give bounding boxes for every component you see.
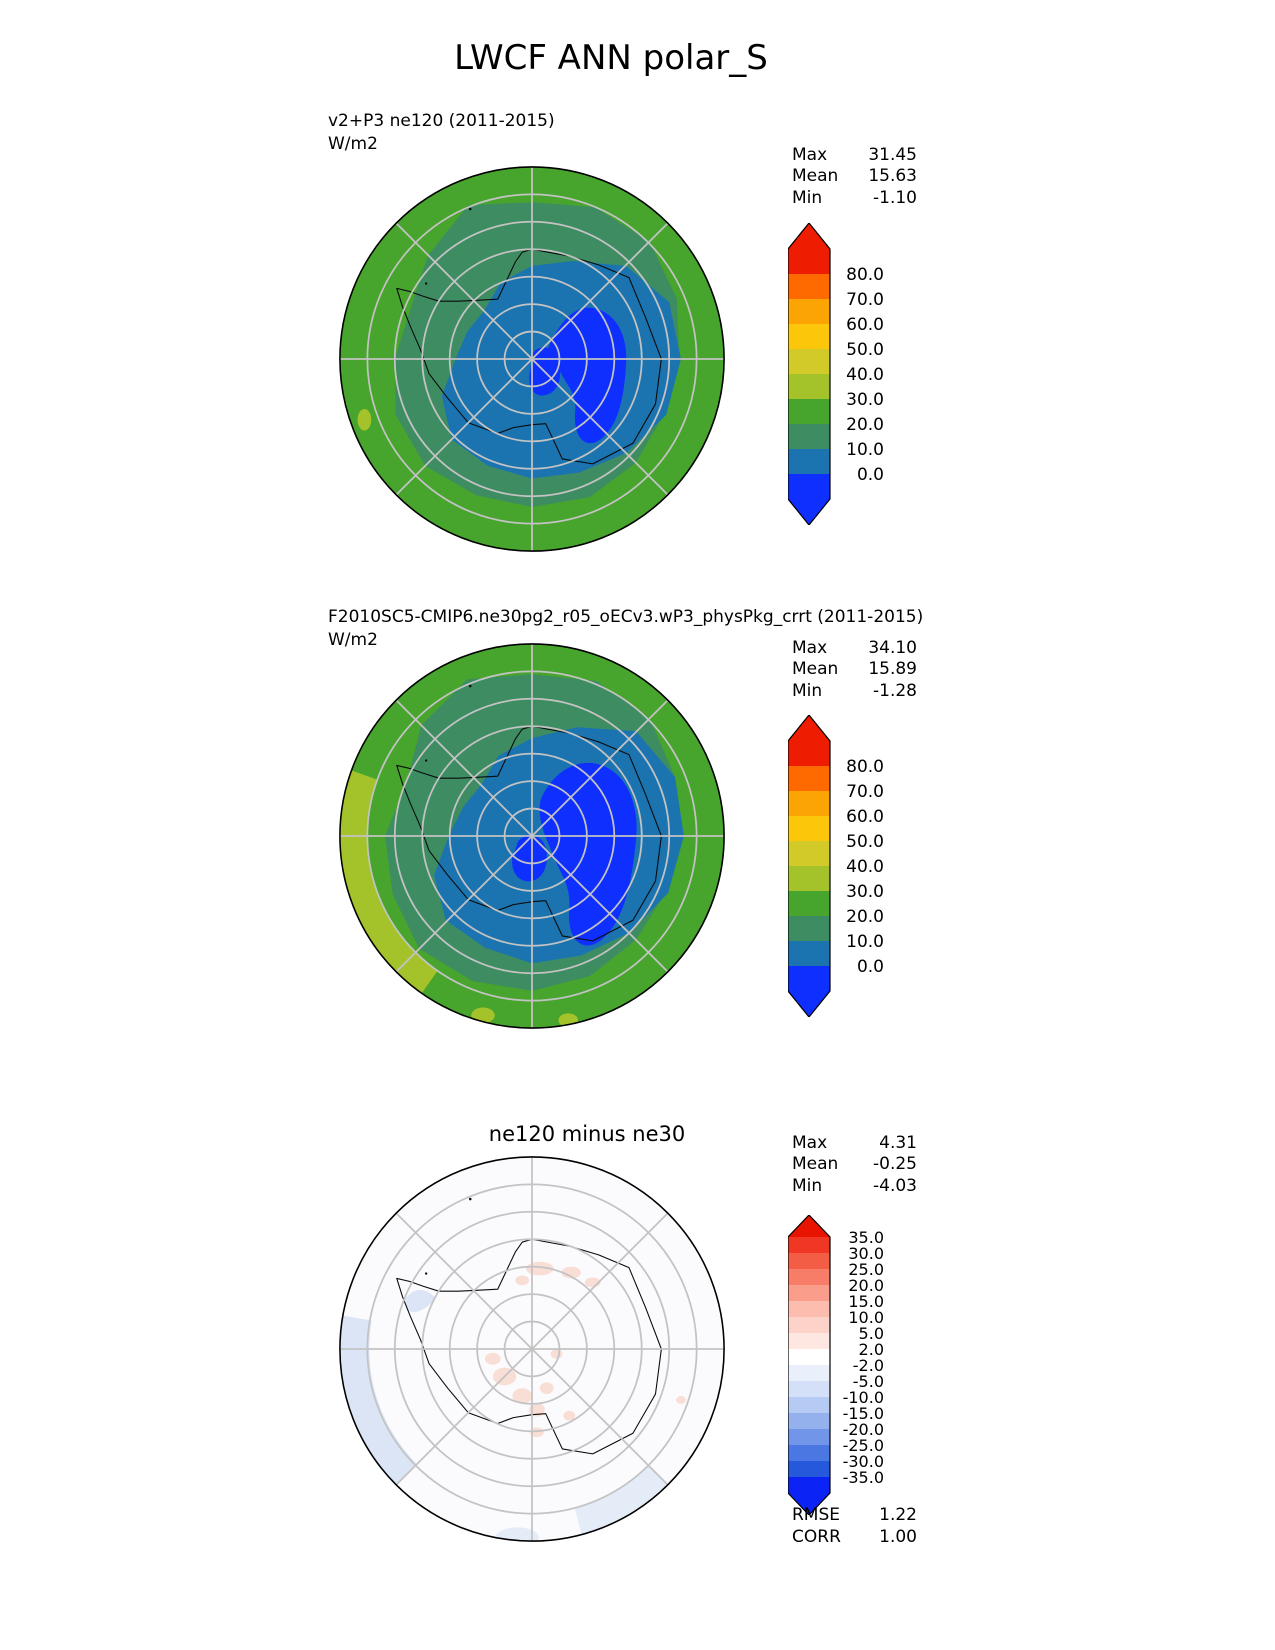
stat-row: Mean 15.63 [792, 166, 917, 187]
colorbar-tick-label: 10.0 [846, 440, 884, 460]
stat-value: -4.03 [873, 1175, 917, 1196]
stat-label: Mean [792, 166, 839, 187]
colorbar-tick-label: 25.0 [848, 1260, 884, 1279]
colorbar-tick-label: 60.0 [846, 807, 884, 827]
colorbar-tick-label: -20.0 [843, 1420, 884, 1439]
colorbar-tick-label: 20.0 [846, 415, 884, 435]
colorbar-tick-label: 70.0 [846, 290, 884, 310]
colorbar-tick-label: 30.0 [846, 882, 884, 902]
metric-value: 1.22 [879, 1505, 917, 1525]
stat-row: Min -4.03 [792, 1176, 917, 1197]
colorbar-tick-label: 2.0 [859, 1340, 884, 1359]
metric-row: RMSE 1.22 [792, 1504, 917, 1526]
panel3-title: ne120 minus ne30 [488, 1122, 686, 1146]
map-panel2 [339, 643, 725, 1029]
stat-label: Mean [792, 1154, 839, 1175]
stat-row: Min -1.28 [792, 681, 917, 702]
metric-label: CORR [792, 1527, 841, 1547]
stat-row: Mean -0.25 [792, 1154, 917, 1175]
stat-label: Min [792, 187, 823, 208]
colorbar-tick-label: 60.0 [846, 315, 884, 335]
stat-value: 31.45 [868, 145, 917, 165]
colorbar-tick-label: 20.0 [848, 1276, 884, 1295]
colorbar-tick-label: 70.0 [846, 782, 884, 802]
stat-value: -1.10 [873, 187, 917, 208]
panel3-metrics: RMSE 1.22 CORR 1.00 [792, 1504, 917, 1548]
stat-label: Max [792, 1133, 828, 1153]
stat-row: Max 4.31 [792, 1133, 917, 1154]
colorbar-svg: 35.030.025.020.015.010.05.02.0-2.0-5.0-1… [787, 1214, 884, 1516]
stat-label: Min [792, 680, 823, 701]
colorbar-tick-label: 10.0 [846, 932, 884, 952]
panel1-stats: Max 31.45 Mean 15.63 Min -1.10 [792, 145, 917, 209]
colorbar-panel1: 80.0 70.0 60.0 50.0 40.0 30.0 20.0 10.0 0.0 [787, 222, 908, 529]
stat-label: Min [792, 1175, 823, 1196]
colorbar-tick-label: -25.0 [843, 1436, 884, 1455]
colorbar-tick-label: 15.0 [848, 1292, 884, 1311]
colorbar-panel2: 80.0 70.0 60.0 50.0 40.0 30.0 20.0 10.0 0.0 [787, 714, 908, 1021]
colorbar-tick-label: 20.0 [846, 907, 884, 927]
metric-value: 1.00 [879, 1527, 917, 1547]
colorbar-tick-label: 30.0 [846, 390, 884, 410]
colorbar-tick-label: 40.0 [846, 365, 884, 385]
stat-label: Max [792, 638, 828, 658]
panel1-units: W/m2 [328, 134, 378, 154]
metric-label: RMSE [792, 1505, 841, 1525]
colorbar-tick-label: 50.0 [846, 340, 884, 360]
stat-row: Max 34.10 [792, 638, 917, 659]
colorbar-tick-label: 80.0 [846, 757, 884, 777]
colorbar-svg: 80.0 70.0 60.0 50.0 40.0 30.0 20.0 10.0 0.0 [787, 714, 884, 1018]
stat-value: -0.25 [873, 1154, 917, 1175]
figure-title: LWCF ANN polar_S [454, 38, 768, 78]
map-panel1 [339, 166, 725, 552]
stat-label: Mean [792, 659, 839, 680]
panel2-label-block: F2010SC5-CMIP6.ne30pg2_r05_oECv3.wP3_phy… [328, 606, 923, 652]
stat-value: 34.10 [868, 638, 917, 658]
stat-value: -1.28 [873, 680, 917, 701]
colorbar-svg: 80.0 70.0 60.0 50.0 40.0 30.0 20.0 10.0 0.0 [787, 222, 884, 526]
colorbar-tick-label: -10.0 [843, 1388, 884, 1407]
colorbar-tick-label: 40.0 [846, 857, 884, 877]
stat-value: 4.31 [879, 1133, 917, 1153]
colorbar-tick-label: 10.0 [848, 1308, 884, 1327]
metric-row: CORR 1.00 [792, 1526, 917, 1548]
colorbar-tick-label: -2.0 [853, 1356, 884, 1375]
colorbar-tick-label: 50.0 [846, 832, 884, 852]
colorbar-tick-label: 80.0 [846, 265, 884, 285]
panel2-stats: Max 34.10 Mean 15.89 Min -1.28 [792, 638, 917, 702]
stat-label: Max [792, 145, 828, 165]
map-panel3-difference [339, 1156, 725, 1542]
colorbar-tick-label: -15.0 [843, 1404, 884, 1423]
stat-row: Min -1.10 [792, 188, 917, 209]
stat-row: Mean 15.89 [792, 659, 917, 680]
colorbar-tick-label: 30.0 [848, 1244, 884, 1263]
colorbar-tick-label: -35.0 [843, 1468, 884, 1487]
panel1-label-block: v2+P3 ne120 (2011-2015) W/m2 [328, 110, 555, 156]
colorbar-tick-label: 35.0 [848, 1228, 884, 1247]
colorbar-tick-label: 0.0 [857, 957, 884, 977]
panel1-label: v2+P3 ne120 (2011-2015) [328, 111, 555, 131]
colorbar-tick-label: -5.0 [853, 1372, 884, 1391]
panel2-units: W/m2 [328, 630, 378, 650]
panel3-stats: Max 4.31 Mean -0.25 Min -4.03 [792, 1133, 917, 1197]
colorbar-tick-label: 5.0 [859, 1324, 884, 1343]
stat-value: 15.63 [868, 166, 917, 187]
colorbar-tick-label: 0.0 [857, 465, 884, 485]
stat-row: Max 31.45 [792, 145, 917, 166]
stat-value: 15.89 [868, 659, 917, 680]
colorbar-panel3: 35.0 30.0 25.0 20.0 15.0 10.0 5.0 2.0 -2.0 -5.0 -1… [787, 1214, 908, 1519]
panel2-label: F2010SC5-CMIP6.ne30pg2_r05_oECv3.wP3_phy… [328, 607, 924, 627]
colorbar-tick-label: -30.0 [843, 1452, 884, 1471]
